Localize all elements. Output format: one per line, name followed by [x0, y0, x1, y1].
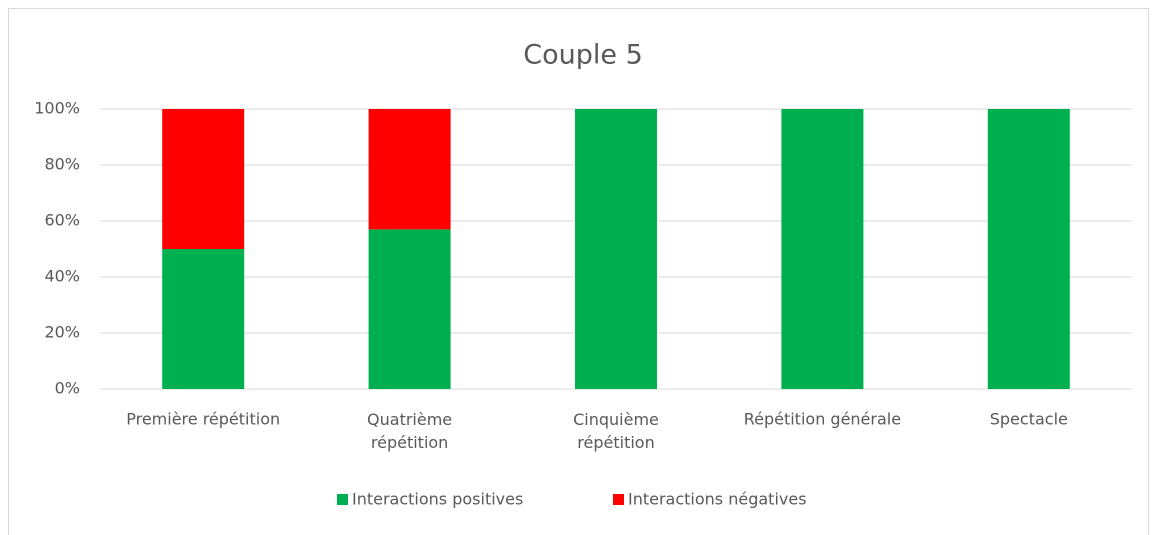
x-tick-label: Répétition générale — [744, 410, 901, 429]
legend-label: Interactions négatives — [628, 490, 807, 509]
y-tick-label: 80% — [44, 155, 80, 174]
bar-segment — [987, 109, 1070, 389]
bar-segment — [575, 109, 657, 389]
x-tick-label: Première répétition — [126, 410, 280, 429]
bar-segment — [162, 249, 245, 389]
legend-swatch — [613, 494, 624, 505]
x-tick-label: Cinquième répétition — [573, 410, 659, 452]
y-tick-label: 0% — [55, 379, 80, 398]
bar-segment — [162, 109, 245, 249]
y-tick-label: 40% — [44, 267, 80, 286]
legend-swatch — [337, 494, 348, 505]
bar-segment — [368, 109, 451, 230]
y-tick-label: 100% — [34, 99, 80, 118]
x-tick-label: Spectacle — [990, 410, 1068, 429]
chart-title: Couple 5 — [523, 40, 643, 71]
x-tick-label: Quatrième répétition — [367, 410, 452, 452]
y-tick-label: 60% — [44, 211, 80, 230]
y-tick-label: 20% — [44, 323, 80, 342]
legend-label: Interactions positives — [352, 490, 523, 509]
bar-segment — [368, 229, 451, 389]
bar-segment — [781, 109, 864, 389]
